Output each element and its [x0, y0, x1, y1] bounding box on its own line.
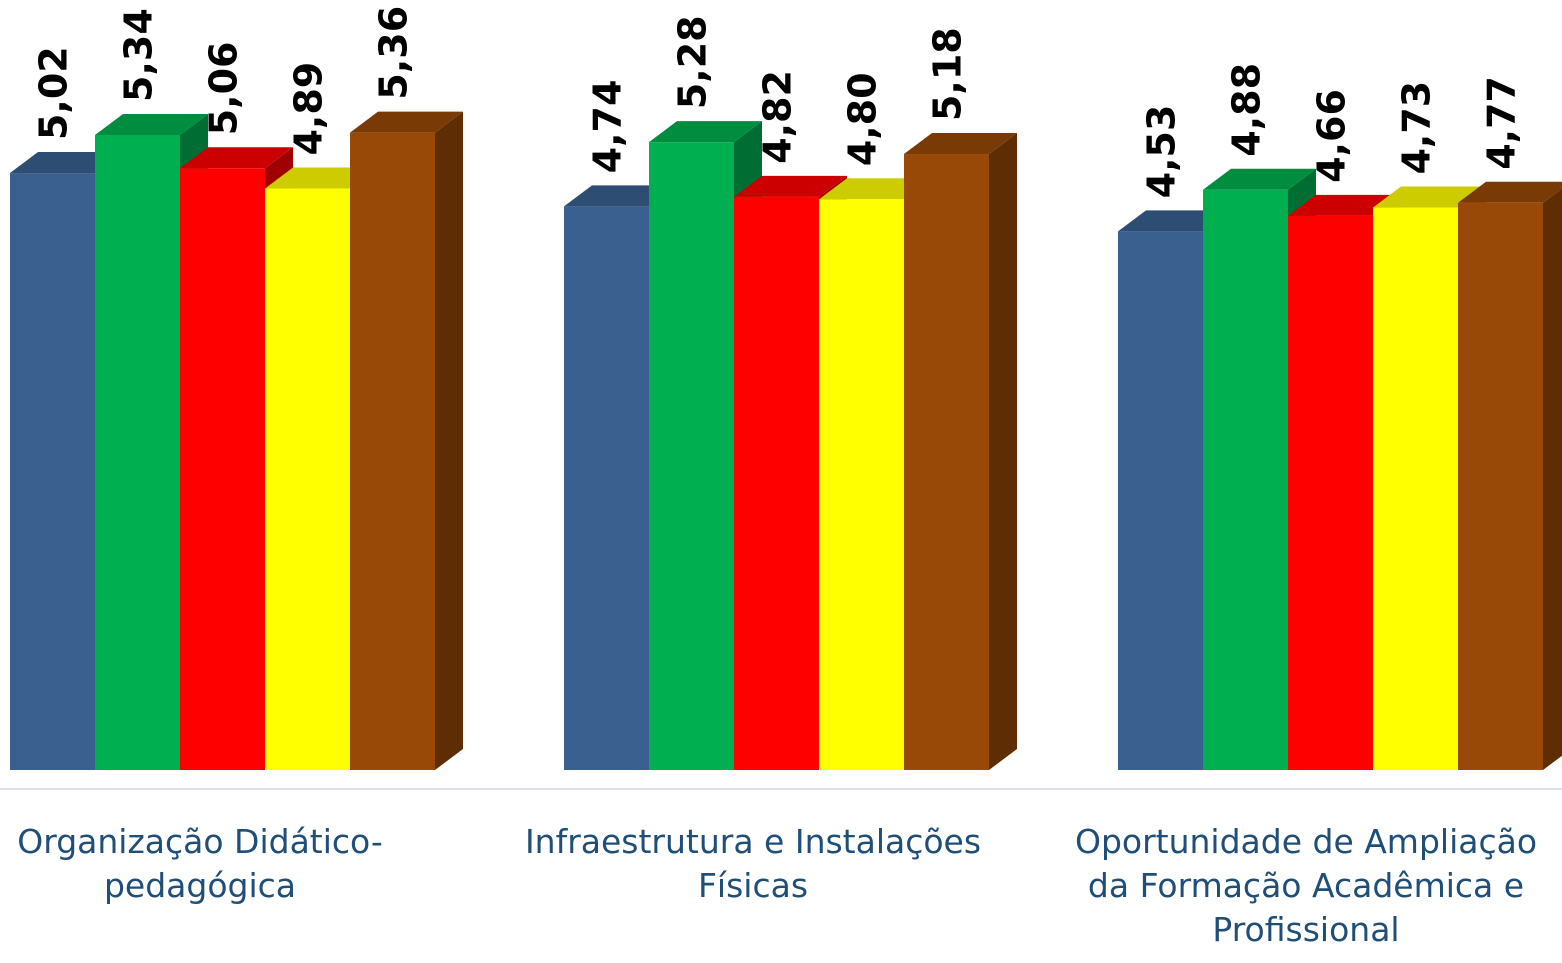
bar-top-s2-c2	[1288, 194, 1401, 216]
category-label-0-line-0: Organização Didático-	[17, 822, 383, 861]
bar-s1-c1	[649, 142, 734, 770]
bar-s4-c0	[350, 132, 435, 771]
bar-top-s0-c2	[1118, 210, 1231, 232]
bar-s4-c2	[1458, 202, 1543, 771]
data-label-s0-c1: 4,74	[586, 80, 630, 174]
bar-s1-c0	[95, 135, 180, 770]
category-label-0-line-1: pedagógica	[103, 866, 297, 905]
category-label-2-line-1: da Formação Acadêmica e	[1087, 866, 1525, 905]
data-label-s4-c2: 4,77	[1480, 76, 1524, 170]
bar-s2-c0	[180, 168, 265, 770]
data-label-s0-c2: 4,53	[1140, 105, 1184, 199]
data-label-s4-c1: 5,18	[926, 27, 970, 121]
category-label-2-line-0: Oportunidade de Ampliação	[1074, 822, 1538, 861]
category-label-2-line-2: Profissional	[1212, 910, 1400, 949]
data-label-s3-c0: 4,89	[287, 62, 331, 156]
data-label-s1-c0: 5,34	[117, 8, 161, 102]
bar-s0-c1	[564, 206, 649, 770]
bar-top-s3-c0	[265, 167, 378, 189]
bar-top-s3-c2	[1373, 186, 1486, 208]
data-label-s2-c0: 5,06	[202, 42, 246, 136]
data-label-s2-c2: 4,66	[1310, 89, 1354, 183]
bar-side-s4-c2	[1543, 188, 1562, 770]
bar-top-s1-c2	[1203, 168, 1316, 190]
bar-side-s4-c1	[989, 133, 1017, 770]
data-label-s1-c1: 5,28	[671, 15, 715, 109]
data-label-s3-c1: 4,80	[841, 72, 885, 166]
bar-s0-c2	[1118, 231, 1203, 771]
category-label-0: Organização Didático- pedagógica	[0, 820, 460, 908]
bar-s3-c1	[819, 199, 904, 770]
bar-top-s4-c0	[350, 111, 463, 133]
bar-top-s3-c1	[819, 178, 932, 200]
bar-s0-c0	[10, 173, 95, 770]
bar-top-s2-c0	[180, 147, 293, 169]
bar-s2-c2	[1288, 215, 1373, 770]
category-label-1: Infraestrutura e Instalações Físicas	[493, 820, 1013, 908]
bar-side-s4-c0	[435, 111, 463, 771]
bar-top-s4-c1	[904, 133, 1017, 155]
data-label-s2-c1: 4,82	[756, 70, 800, 164]
category-label-2: Oportunidade de Ampliação da Formação Ac…	[1046, 820, 1562, 952]
data-label-s3-c2: 4,73	[1395, 81, 1439, 175]
data-label-s4-c0: 5,36	[372, 6, 416, 100]
bar-s2-c1	[734, 196, 819, 770]
bar-top-s0-c1	[564, 185, 677, 207]
category-label-1-line-0: Infraestrutura e Instalações	[524, 822, 982, 861]
category-label-1-line-1: Físicas	[697, 866, 809, 905]
bar-top-s4-c2	[1458, 181, 1562, 203]
bar-s4-c1	[904, 154, 989, 770]
bar-top-s0-c0	[10, 152, 123, 174]
data-label-s1-c2: 4,88	[1225, 63, 1269, 157]
bar-top-s1-c1	[649, 121, 762, 143]
data-label-s0-c0: 5,02	[32, 46, 76, 140]
bar-top-s1-c0	[95, 114, 208, 135]
bar-top-s2-c1	[734, 175, 847, 197]
bar-s3-c0	[265, 188, 350, 770]
bar-s3-c2	[1373, 207, 1458, 770]
bar-s1-c2	[1203, 189, 1288, 770]
